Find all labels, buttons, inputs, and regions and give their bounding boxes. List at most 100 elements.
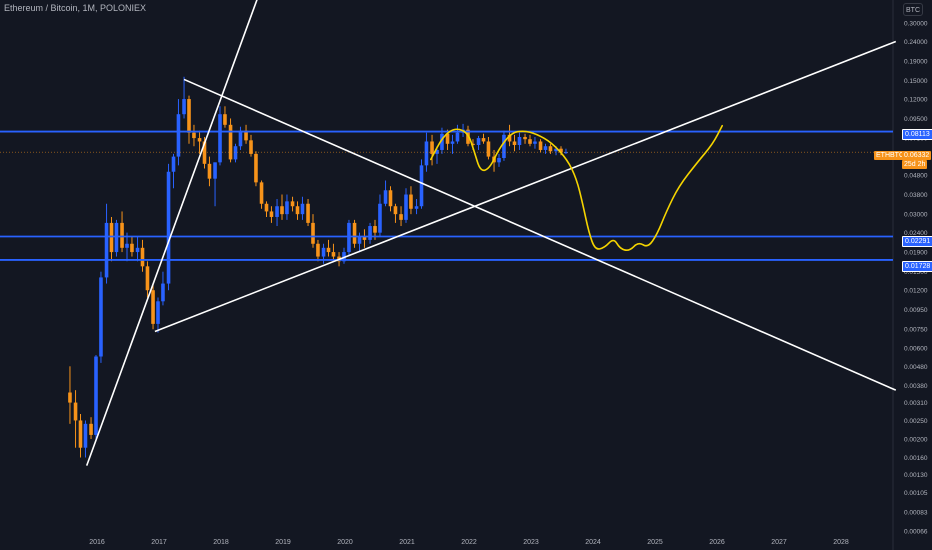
candle-body <box>244 130 248 141</box>
candle <box>89 417 93 439</box>
levels-group <box>0 130 893 261</box>
candle <box>533 136 537 149</box>
candle-body <box>564 152 568 154</box>
candle-body <box>207 163 212 179</box>
candle <box>481 133 486 144</box>
price-tick-label: 0.00066 <box>904 529 928 536</box>
candle <box>223 106 227 128</box>
candle <box>238 126 243 150</box>
candle <box>78 414 83 458</box>
candle <box>455 124 460 144</box>
candle <box>94 354 98 439</box>
candle-body <box>393 206 398 215</box>
candle-body <box>254 153 258 183</box>
price-tick-label: 0.00250 <box>904 418 928 425</box>
trend-line <box>154 40 897 333</box>
candle-body <box>388 190 393 207</box>
candle <box>331 243 336 262</box>
candle-body <box>548 146 553 152</box>
candle-body <box>512 141 517 146</box>
candle <box>140 239 145 272</box>
candle <box>316 239 320 262</box>
candle-body <box>151 290 155 324</box>
candle-body <box>486 141 491 157</box>
price-tick-label: 0.01900 <box>904 250 928 257</box>
candle-body <box>187 99 191 133</box>
candle-body <box>538 141 543 150</box>
candles-group <box>68 76 568 458</box>
candle <box>362 229 367 248</box>
candle-body <box>440 133 444 150</box>
candle <box>161 271 165 306</box>
candle-body <box>373 226 377 233</box>
price-tick-label: 0.00480 <box>904 364 928 371</box>
candle <box>357 232 362 253</box>
candle-body <box>176 114 181 157</box>
candle-body <box>543 146 548 150</box>
candle <box>342 247 346 264</box>
candle <box>218 106 222 166</box>
candle-body <box>120 222 124 248</box>
candle-body <box>528 139 532 144</box>
candle <box>543 143 548 154</box>
candle <box>393 203 398 223</box>
candle-body <box>202 141 207 164</box>
candle-body <box>192 132 196 139</box>
price-tick-label: 0.30000 <box>904 21 928 28</box>
candle <box>125 232 129 262</box>
candle-body <box>507 134 512 142</box>
candle <box>414 199 419 215</box>
candle <box>368 222 372 244</box>
candle <box>73 390 78 448</box>
candle <box>311 214 315 248</box>
candle-body <box>197 138 202 142</box>
candle-body <box>171 156 176 172</box>
candle-body <box>280 206 284 215</box>
price-tick-label: 0.00950 <box>904 307 928 314</box>
candle-body <box>140 247 145 267</box>
time-tick-label: 2018 <box>213 539 229 546</box>
candle-body <box>502 134 506 159</box>
level-2-badge: 0.02291 <box>902 236 932 247</box>
candle-body <box>399 214 403 220</box>
time-tick-label: 2027 <box>771 539 787 546</box>
candle <box>264 201 269 217</box>
price-tick-label: 0.19000 <box>904 58 928 65</box>
candle-body <box>347 222 351 253</box>
candle <box>171 153 176 189</box>
candle-body <box>269 211 274 217</box>
candle-body <box>275 206 279 217</box>
candle-body <box>424 141 429 166</box>
candle-body <box>316 243 320 257</box>
candle-body <box>409 194 413 209</box>
price-tick-label: 0.09500 <box>904 116 928 123</box>
candle-body <box>78 420 83 448</box>
currency-unit-button[interactable]: BTC <box>903 3 923 16</box>
time-tick-label: 2024 <box>585 539 601 546</box>
candle-body <box>259 182 264 204</box>
candle <box>254 151 258 187</box>
candle-body <box>156 301 160 324</box>
candle <box>306 199 310 227</box>
candle-body <box>378 203 382 233</box>
candle-body <box>89 423 93 435</box>
price-tick-label: 0.00310 <box>904 400 928 407</box>
candle-body <box>435 149 439 154</box>
candle <box>187 95 191 144</box>
candle-body <box>130 243 134 253</box>
candle <box>347 219 351 257</box>
candle <box>326 239 331 257</box>
candle-body <box>264 203 269 212</box>
time-tick-label: 2022 <box>461 539 477 546</box>
candle <box>114 219 119 257</box>
countdown-badge: 25d 2h <box>902 160 928 169</box>
candle <box>275 199 279 227</box>
candle-body <box>404 194 408 220</box>
candle <box>486 136 491 160</box>
time-tick-label: 2021 <box>399 539 415 546</box>
candle <box>207 156 212 187</box>
candle <box>249 134 253 157</box>
candle <box>352 219 357 248</box>
candle <box>120 211 124 253</box>
